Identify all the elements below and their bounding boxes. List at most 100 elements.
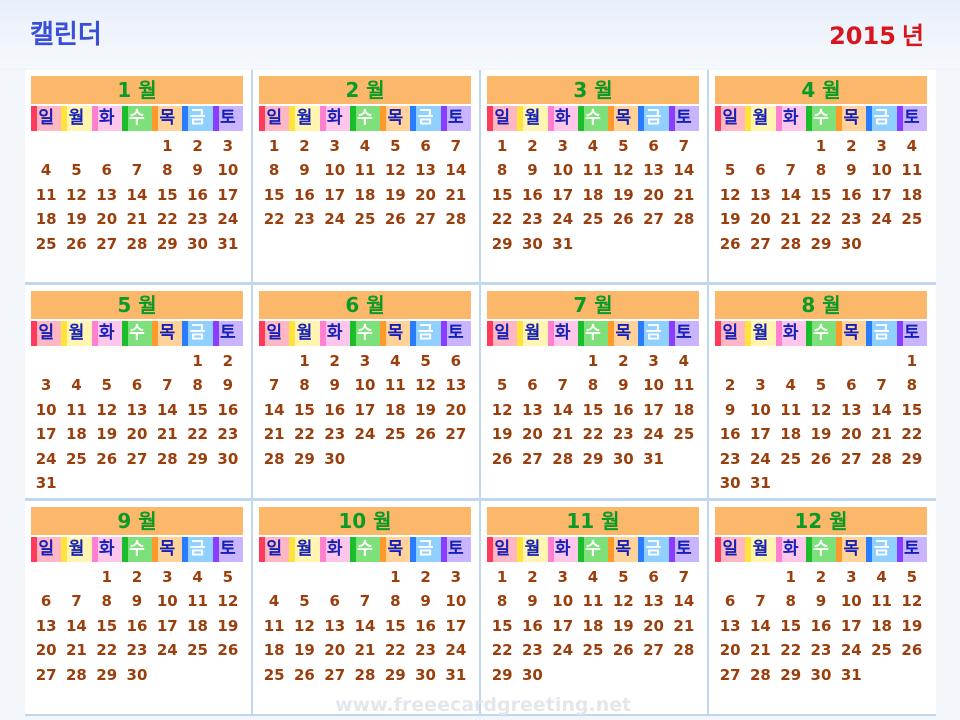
day-cell: 2: [618, 352, 629, 370]
day-cell: 5: [618, 568, 629, 586]
day-cell: 14: [749, 616, 771, 635]
day-cell: 26: [901, 641, 923, 660]
day-cell: 30: [521, 665, 543, 684]
day-cell: 26: [719, 234, 741, 253]
weekday-label: 월: [517, 321, 548, 346]
month-panel: 6 월 일 월 화 수 목 금 토 1 2 3 4 5 6 7 8 9 10 11 12 13 14 15 16 17 18 19 2…: [253, 285, 479, 498]
day-cell: 23: [415, 641, 436, 660]
weekday-label: 목: [836, 106, 867, 131]
day-cell: 21: [354, 641, 376, 660]
day-cell: 23: [840, 210, 862, 229]
day-cell: 8: [268, 161, 280, 180]
weekday-label: 토: [668, 321, 699, 346]
day-cell: 22: [263, 210, 285, 229]
month-title: 8 월: [715, 291, 927, 319]
month-panel: 9 월 일 월 화 수 목 금 토 1 2 3 4 5 6 7 8 9 10 11 12 13 14 15 16 17 18 19 2…: [25, 501, 251, 714]
day-empty: [61, 565, 91, 589]
day-cell: 5: [71, 161, 82, 180]
day-cell: 27: [126, 449, 148, 468]
month-title: 4 월: [715, 76, 927, 104]
day-cell: 8: [390, 592, 401, 611]
day-cell: 23: [521, 641, 543, 660]
weekday-label: 월: [61, 321, 92, 346]
day-cell: 21: [445, 185, 467, 204]
day-cell: 3: [329, 137, 340, 155]
day-cell: 10: [643, 376, 664, 395]
weekday-label: 목: [608, 321, 639, 346]
day-cell: 8: [815, 161, 827, 180]
day-cell: 31: [445, 665, 467, 684]
day-cell: 17: [749, 425, 771, 444]
month-title: 1 월: [31, 76, 243, 104]
day-cell: 17: [552, 185, 574, 204]
day-cell: 20: [749, 210, 771, 229]
day-cell: 15: [293, 400, 315, 419]
day-cell: 24: [217, 210, 239, 229]
day-empty: [745, 565, 775, 589]
weekday-label: 토: [896, 537, 927, 562]
day-cell: 23: [324, 425, 346, 444]
day-cell: 7: [678, 137, 690, 155]
day-cell: 1: [785, 568, 796, 586]
month-panel: 2 월 일 월 화 수 목 금 토 1 2 3 4 5 6 7 8 9 10 11 12 13 14 15 16 17 18 19 2…: [253, 70, 479, 282]
month-panel: 3 월 일 월 화 수 목 금 토 1 2 3 4 5 6 7 8 9 10 11 12 13 14 15 16 17 18 19 2…: [481, 70, 707, 282]
weekday-label: 수: [805, 537, 837, 562]
day-empty: [776, 134, 806, 158]
day-cell: 14: [65, 616, 87, 635]
day-cell: 11: [354, 161, 376, 180]
day-cell: 25: [384, 425, 406, 444]
day-empty: [61, 134, 91, 158]
day-cell: 3: [876, 137, 887, 155]
day-cell: 6: [450, 352, 462, 370]
day-cell: 24: [354, 425, 376, 444]
day-cell: 10: [156, 592, 178, 611]
day-empty: [259, 349, 289, 373]
weekday-label: 금: [410, 321, 441, 346]
day-cell: 1: [299, 352, 310, 370]
day-cell: 25: [871, 641, 892, 660]
day-cell: 20: [840, 425, 862, 444]
weekday-label: 화: [775, 537, 806, 562]
weekday-label: 금: [182, 106, 213, 131]
weekday-label: 금: [638, 537, 669, 562]
day-cell: 3: [846, 568, 857, 586]
day-cell: 11: [673, 376, 695, 395]
day-cell: 12: [415, 376, 436, 395]
day-cell: 18: [384, 400, 406, 419]
day-cell: 27: [35, 665, 57, 684]
weekday-label: 수: [577, 106, 609, 131]
weekday-label: 화: [775, 106, 806, 131]
day-cell: 29: [901, 449, 923, 468]
day-cell: 29: [491, 234, 513, 253]
day-cell: 9: [299, 161, 310, 180]
day-cell: 20: [126, 425, 148, 444]
day-cell: 14: [552, 400, 574, 419]
day-cell: 12: [901, 592, 923, 611]
day-cell: 17: [643, 400, 664, 419]
weekday-label: 월: [745, 321, 776, 346]
day-cell: 16: [415, 616, 436, 635]
day-cell: 12: [810, 400, 832, 419]
weekday-label: 금: [638, 106, 669, 131]
day-cell: 27: [840, 449, 862, 468]
day-cell: 1: [101, 568, 112, 586]
day-cell: 6: [420, 137, 431, 155]
weekday-label: 금: [410, 106, 441, 131]
day-cell: 28: [749, 665, 771, 684]
day-cell: 14: [445, 161, 467, 180]
day-cell: 29: [384, 665, 406, 684]
month-panel: 12 월 일 월 화 수 목 금 토 1 2 3 4 5 6 7 8 9 10 11 12 13 14 15 16 17 18 19…: [709, 501, 936, 714]
day-cell: 10: [552, 592, 574, 611]
day-cell: 11: [780, 400, 802, 419]
day-cell: 16: [126, 616, 148, 635]
month-panel: 1 월 일 월 화 수 목 금 토 1 2 3 4 5 6 7 8 9 10 11 12 13 14 15 16 17 18 19 2…: [25, 70, 251, 282]
day-cell: 14: [156, 400, 178, 419]
weekday-label: 수: [577, 537, 609, 562]
day-cell: 14: [871, 400, 892, 419]
day-cell: 13: [719, 616, 741, 635]
day-cell: 4: [785, 376, 796, 395]
day-cell: 1: [268, 137, 280, 155]
day-cell: 19: [293, 641, 315, 660]
day-cell: 10: [217, 161, 239, 180]
